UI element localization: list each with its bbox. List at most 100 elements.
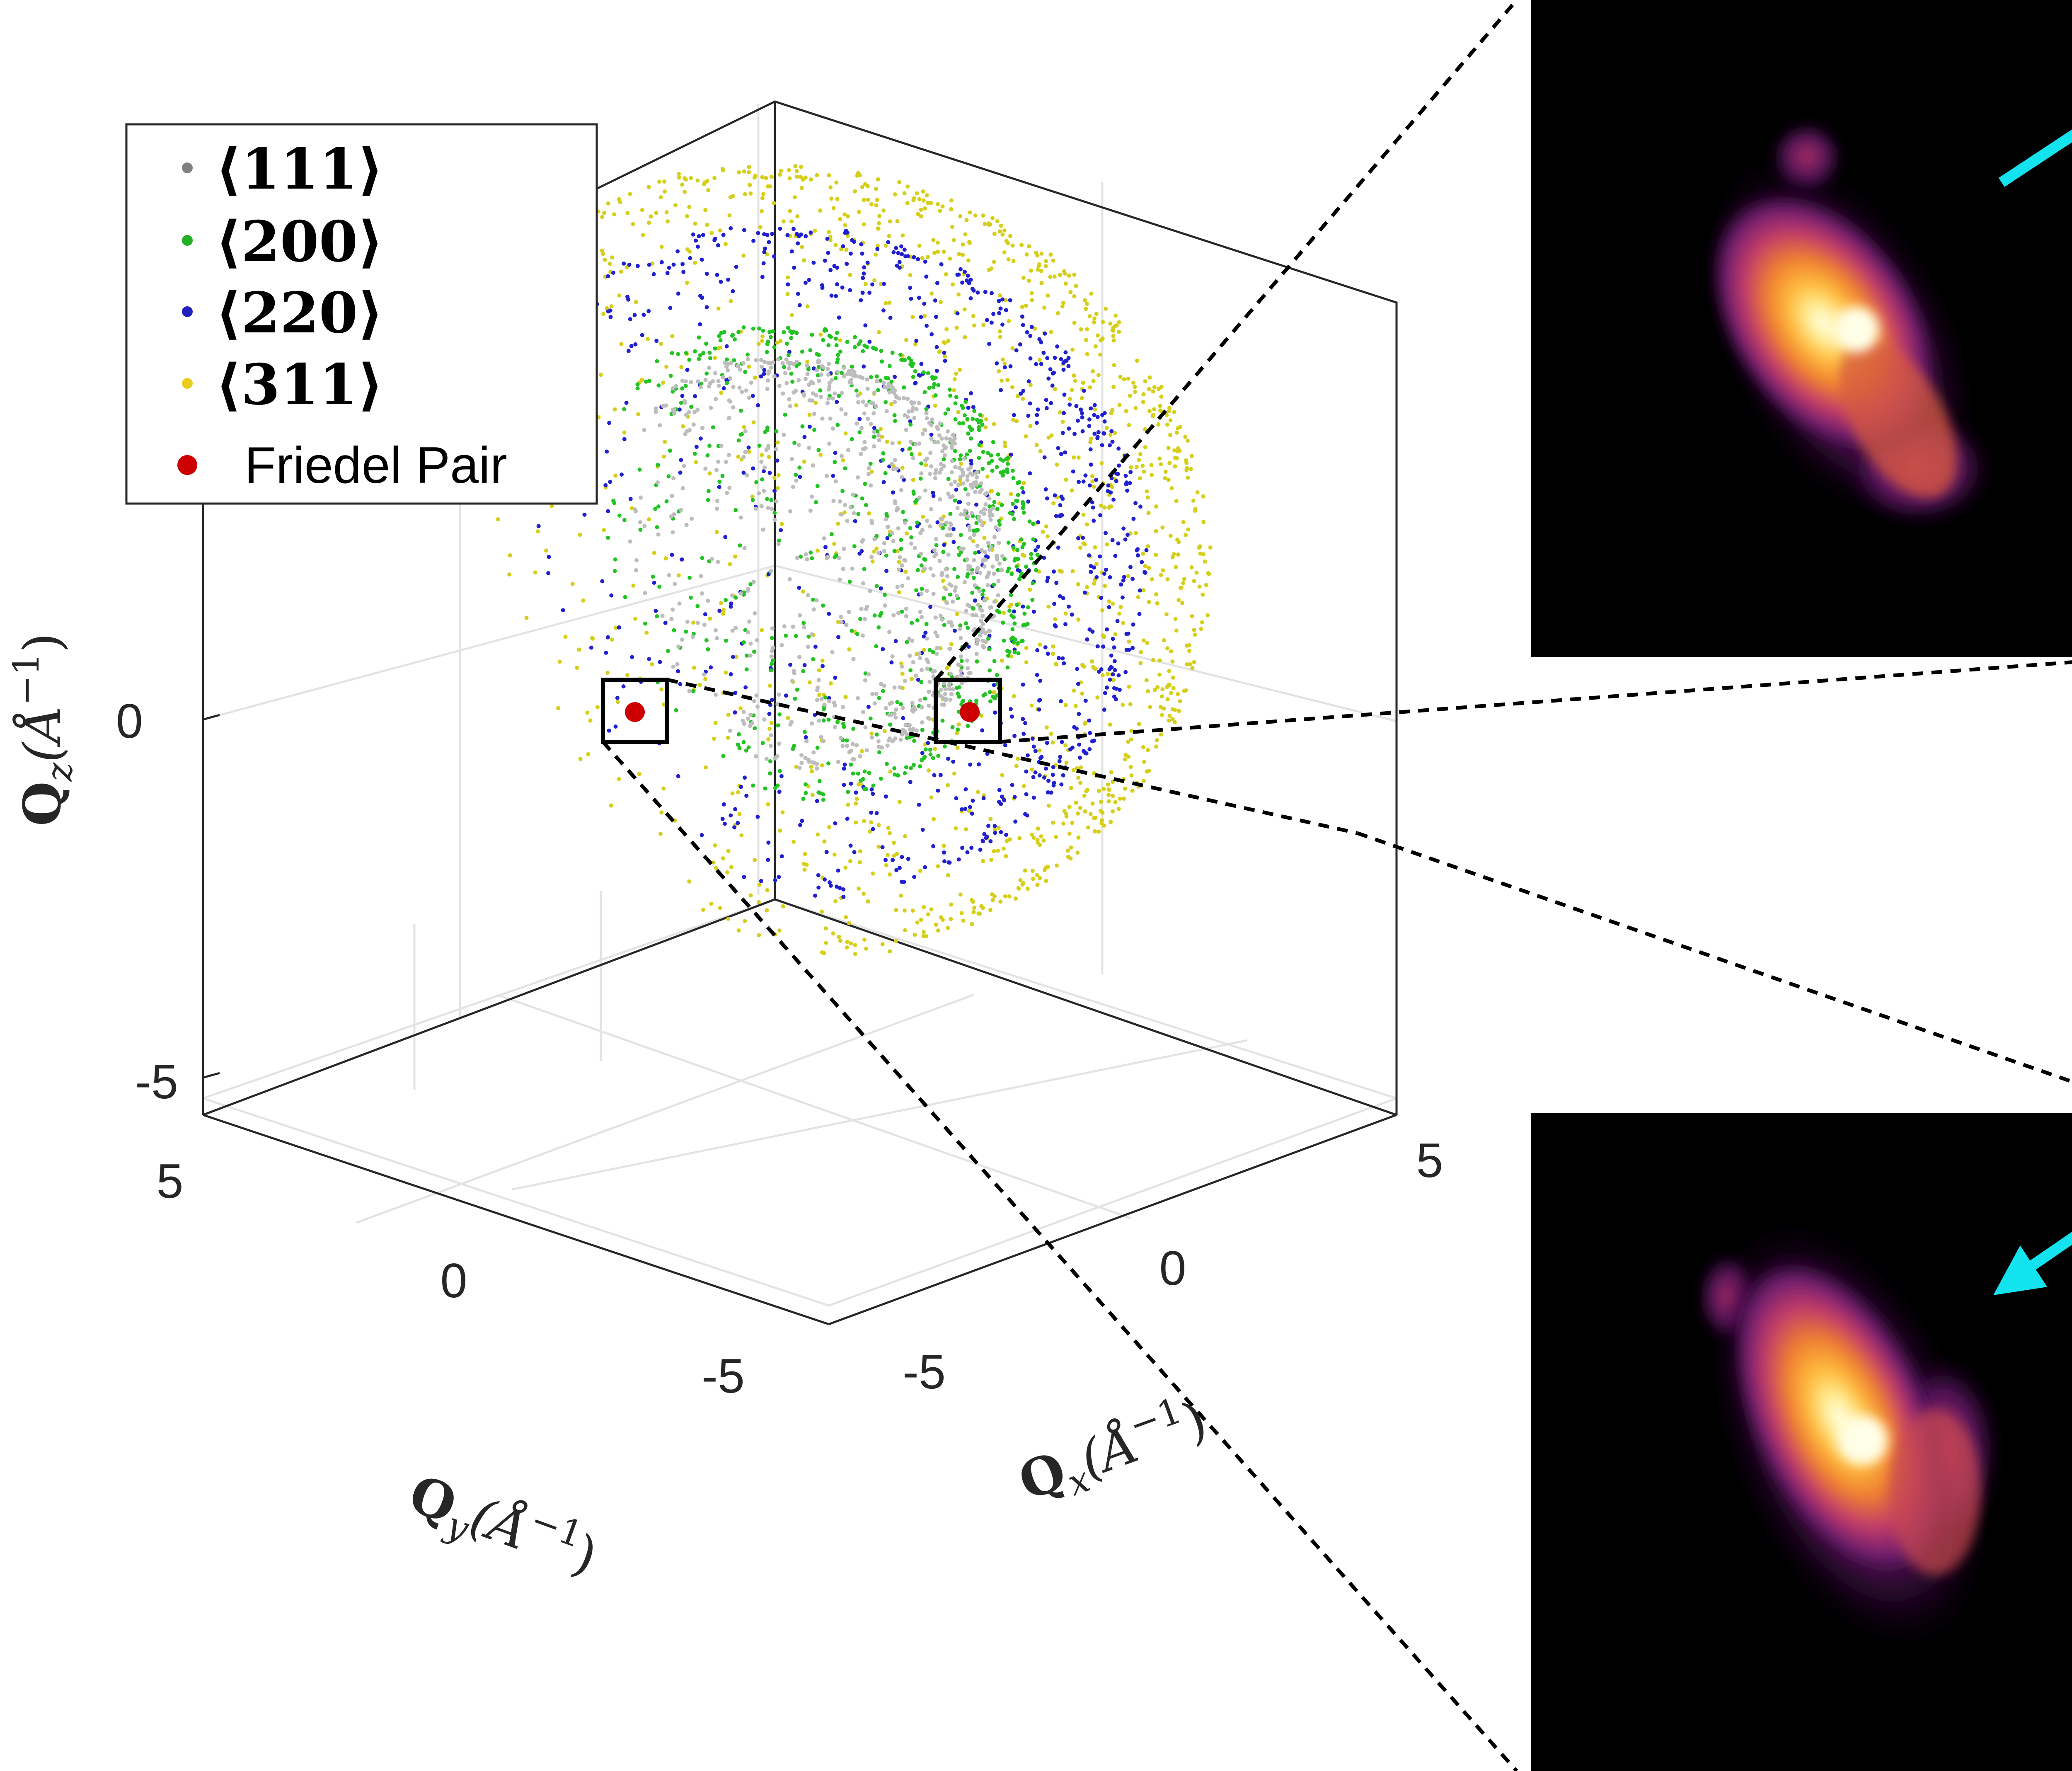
scatter-point xyxy=(1203,559,1207,564)
scatter-point xyxy=(775,783,780,788)
scatter-point xyxy=(934,543,939,548)
scatter-point xyxy=(816,373,820,378)
scatter-point xyxy=(1071,469,1075,474)
scatter-point xyxy=(797,303,802,308)
scatter-point xyxy=(1093,816,1098,820)
scatter-point xyxy=(1128,393,1132,398)
scatter-point xyxy=(884,243,888,248)
scatter-point xyxy=(1064,477,1068,482)
scatter-point xyxy=(1044,725,1049,730)
scatter-point xyxy=(910,909,915,913)
scatter-point xyxy=(944,327,949,332)
scatter-point xyxy=(818,388,823,392)
scatter-point xyxy=(1000,232,1005,237)
scatter-point xyxy=(760,196,765,200)
scatter-point xyxy=(663,620,668,625)
scatter-point xyxy=(983,630,988,635)
scatter-point xyxy=(946,477,951,481)
scatter-point xyxy=(1049,433,1054,438)
scatter-point xyxy=(845,945,849,950)
scatter-point xyxy=(884,553,888,558)
scatter-point xyxy=(899,661,904,666)
scatter-point xyxy=(917,197,922,201)
scatter-point xyxy=(814,500,818,504)
scatter-point xyxy=(884,569,889,573)
scatter-point xyxy=(797,586,801,590)
scatter-point xyxy=(689,176,693,180)
scatter-point xyxy=(805,359,810,364)
scatter-point xyxy=(1167,714,1172,718)
scatter-point xyxy=(753,726,757,731)
scatter-point xyxy=(1205,613,1210,618)
scatter-point xyxy=(1143,570,1147,575)
scatter-point xyxy=(757,882,762,887)
scatter-point xyxy=(895,700,900,704)
scatter-point xyxy=(720,474,725,478)
scatter-point xyxy=(920,751,925,755)
scatter-point xyxy=(1108,443,1112,448)
scatter-point xyxy=(818,395,823,399)
scatter-point xyxy=(987,223,991,227)
scatter-point xyxy=(991,440,995,444)
scatter-point xyxy=(533,570,537,575)
scatter-point xyxy=(1080,691,1084,696)
scatter-point xyxy=(786,716,790,720)
scatter-point xyxy=(732,825,737,830)
scatter-point xyxy=(988,816,993,821)
scatter-point xyxy=(841,567,845,571)
scatter-point xyxy=(743,370,748,374)
scatter-point xyxy=(1092,431,1097,436)
scatter-point xyxy=(820,364,824,368)
scatter-point xyxy=(786,275,790,280)
scatter-point xyxy=(1127,423,1131,427)
scatter-point xyxy=(872,613,877,618)
scatter-point xyxy=(1073,379,1077,383)
scatter-point xyxy=(769,569,773,573)
scatter-point xyxy=(990,898,995,902)
scatter-point xyxy=(1178,699,1182,703)
scatter-point xyxy=(719,443,724,448)
scatter-point xyxy=(923,259,927,264)
scatter-point xyxy=(966,564,971,568)
scatter-point xyxy=(879,282,883,286)
scatter-point xyxy=(1077,712,1081,716)
scatter-point xyxy=(1154,592,1159,596)
scatter-point xyxy=(1167,669,1172,673)
scatter-point xyxy=(872,426,876,430)
scatter-point xyxy=(1092,320,1097,325)
scatter-point xyxy=(677,172,681,176)
scatter-point xyxy=(725,357,729,362)
scatter-point xyxy=(1011,259,1016,263)
scatter-point xyxy=(810,332,814,337)
scatter-point xyxy=(1101,644,1106,649)
scatter-point xyxy=(1067,804,1072,809)
scatter-point xyxy=(798,823,802,827)
scatter-point xyxy=(1043,331,1047,336)
scatter-point xyxy=(1137,612,1142,616)
scatter-point xyxy=(915,524,920,528)
scatter-point xyxy=(849,762,853,767)
scatter-point xyxy=(1120,595,1125,600)
scatter-point xyxy=(901,716,905,720)
scatter-point xyxy=(1054,581,1059,585)
scatter-point xyxy=(883,593,887,597)
scatter-point xyxy=(721,611,726,616)
scatter-point xyxy=(818,208,823,213)
scatter-point xyxy=(1081,541,1086,546)
scatter-point xyxy=(1192,627,1196,632)
scatter-point xyxy=(865,377,869,382)
scatter-point xyxy=(911,375,915,379)
scatter-point xyxy=(795,214,800,218)
scatter-point xyxy=(608,315,613,319)
scatter-point xyxy=(862,222,866,227)
scatter-point xyxy=(713,237,717,241)
scatter-point xyxy=(949,671,953,676)
scatter-point xyxy=(1019,572,1024,576)
scatter-point xyxy=(921,370,926,375)
scatter-point xyxy=(920,728,925,732)
scatter-point xyxy=(760,628,764,632)
scatter-point xyxy=(703,677,708,681)
scatter-point xyxy=(958,892,963,897)
scatter-point xyxy=(723,535,728,539)
scatter-point xyxy=(737,812,742,816)
